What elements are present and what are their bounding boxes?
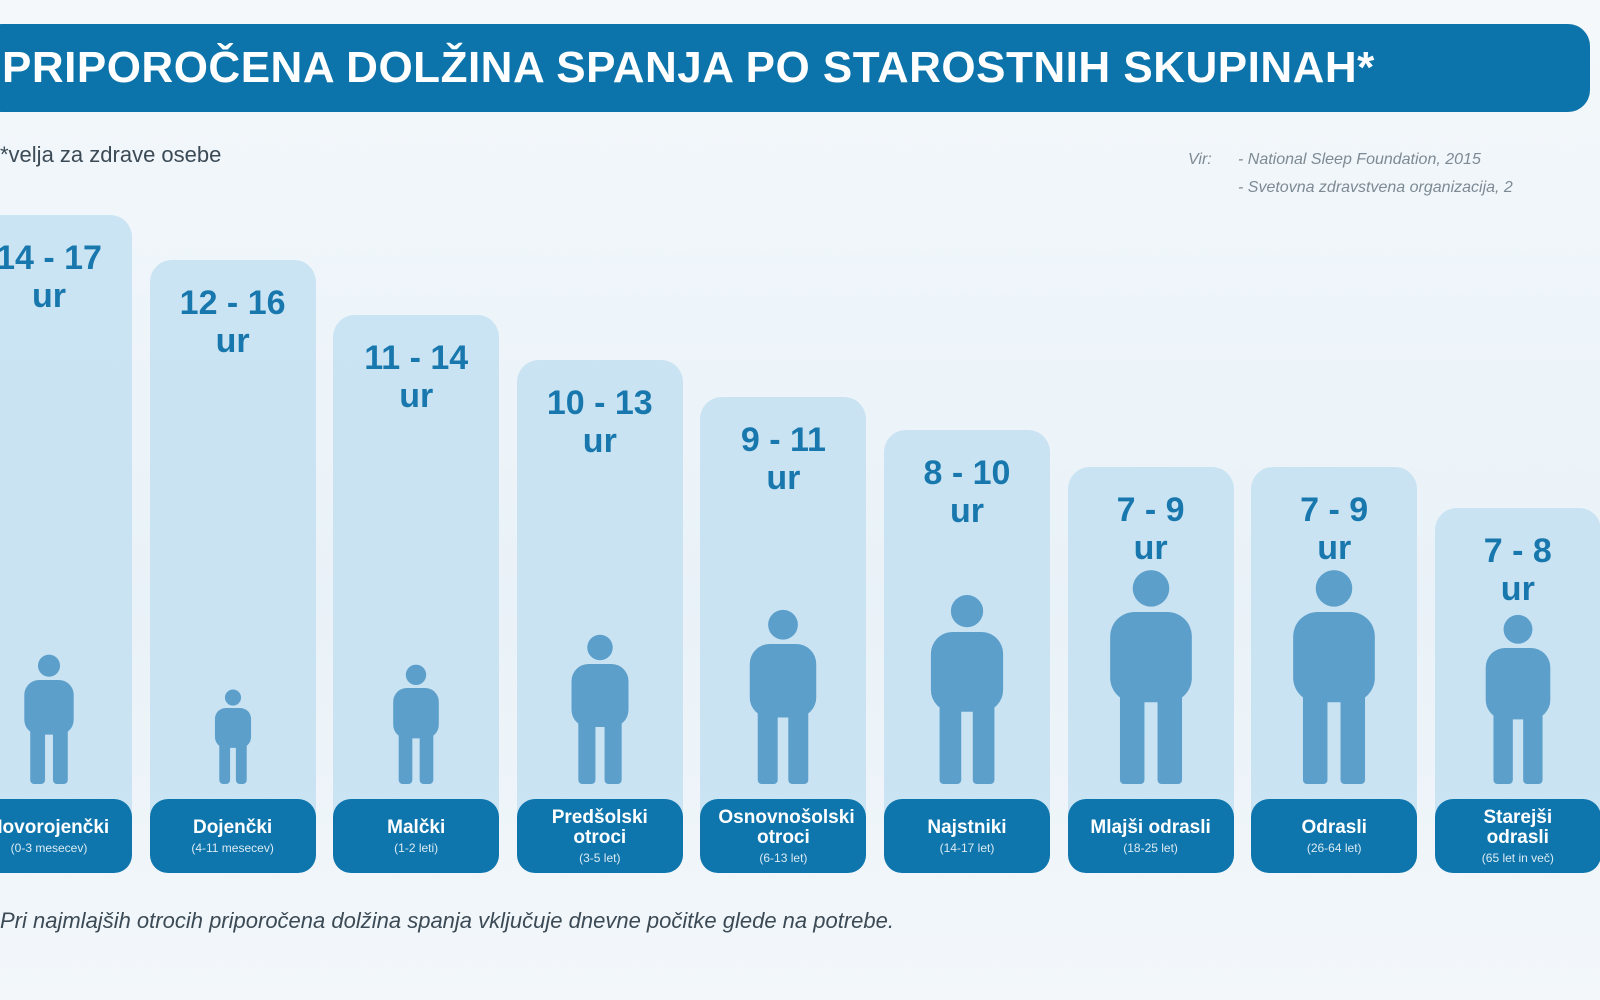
category-name: Novorojenčki xyxy=(0,816,110,838)
category-name: Odrasli xyxy=(1301,816,1367,838)
bar-value-label: 12 - 16 ur xyxy=(150,284,316,360)
adult-icon xyxy=(1283,569,1385,789)
bar: 12 - 16 ur Dojenčki (4-11 mesecev) xyxy=(149,260,316,873)
bar: 7 - 8 ur Starejši odrasli (65 let in več) xyxy=(1434,508,1600,873)
bar-value-label: 7 - 9 ur xyxy=(1251,491,1417,567)
category-label: Starejši odrasli (65 let in več) xyxy=(1434,799,1600,873)
category-label: Predšolski otroci (3-5 let) xyxy=(516,799,683,873)
range-text: 9 - 11 xyxy=(740,421,826,459)
category-name: Osnovnošolski otroci xyxy=(718,806,855,848)
category-name: Starejši odrasli xyxy=(1483,806,1553,848)
teenager-icon xyxy=(921,594,1013,789)
category-age: (0-3 mesecev) xyxy=(10,840,88,855)
unit-text: ur xyxy=(582,422,617,460)
category-name: Predšolski otroci xyxy=(551,806,648,848)
bar: 8 - 10 ur Najstniki (14-17 let) xyxy=(884,430,1050,873)
category-name: Dojenčki xyxy=(192,816,273,838)
category-name: Najstniki xyxy=(927,816,1007,838)
source: Vir: - National Sleep Foundation, 2015 - … xyxy=(1188,146,1513,202)
unit-text: ur xyxy=(1500,570,1535,608)
range-text: 14 - 17 xyxy=(0,239,102,277)
unit-text: ur xyxy=(32,277,66,315)
bar: 9 - 11 ur Osnovnošolski otroci (6-13 let) xyxy=(700,397,867,873)
bar-value-label: 8 - 10 ur xyxy=(884,454,1050,530)
category-age: (65 let in več) xyxy=(1481,850,1554,865)
bar-value-label: 10 - 13 ur xyxy=(517,384,683,460)
range-text: 10 - 13 xyxy=(546,384,653,422)
category-label: Mlajši odrasli (18-25 let) xyxy=(1067,799,1234,873)
note: *velja za zdrave osebe xyxy=(0,142,222,167)
bar-value-label: 7 - 9 ur xyxy=(1068,491,1234,567)
category-age: (4-11 mesecev) xyxy=(191,840,274,855)
preschooler-icon xyxy=(561,634,638,789)
range-text: 7 - 8 xyxy=(1483,532,1552,570)
range-text: 8 - 10 xyxy=(923,454,1011,492)
page-title: PRIPOROČENA DOLŽINA SPANJA PO STAROSTNIH… xyxy=(2,43,1375,92)
range-text: 11 - 14 xyxy=(364,339,469,377)
category-label: Najstniki (14-17 let) xyxy=(884,799,1050,873)
unit-text: ur xyxy=(399,377,434,415)
bar-value-label: 7 - 8 ur xyxy=(1435,532,1600,608)
bar: 11 - 14 ur Malčki (1-2 leti) xyxy=(333,315,500,873)
footnote: Pri najmlajših otrocih priporočena dolži… xyxy=(0,908,894,933)
toddler-icon xyxy=(383,664,449,789)
category-label: Odrasli (26-64 let) xyxy=(1251,799,1418,873)
source-line: - National Sleep Foundation, 2015 xyxy=(1238,151,1481,168)
elderly-with-cane-icon xyxy=(1476,614,1561,789)
source-line: - Svetovna zdravstvena organizacija, 2 xyxy=(1238,179,1513,196)
category-age: (18-25 let) xyxy=(1123,840,1178,855)
unit-text: ur xyxy=(950,492,984,530)
category-label: Dojenčki (4-11 mesecev) xyxy=(149,799,316,873)
category-age: (26-64 let) xyxy=(1306,840,1362,855)
category-label: Malčki (1-2 leti) xyxy=(333,799,500,873)
young-adult-icon xyxy=(1100,569,1202,789)
unit-text: ur xyxy=(766,459,801,497)
category-name: Mlajši odrasli xyxy=(1090,816,1211,838)
unit-text: ur xyxy=(1133,529,1168,567)
category-label: Novorojenčki (0-3 mesecev) xyxy=(0,799,132,873)
bar-value-label: 14 - 17 ur xyxy=(0,239,132,315)
category-age: (1-2 leti) xyxy=(394,840,439,855)
source-label: Vir: xyxy=(1188,151,1212,168)
bar: 7 - 9 ur Odrasli (26-64 let) xyxy=(1251,467,1418,873)
bar: 10 - 13 ur Predšolski otroci (3-5 let) xyxy=(516,360,683,873)
bar-value-label: 9 - 11 ur xyxy=(700,421,866,497)
bar-value-label: 11 - 14 ur xyxy=(333,339,499,415)
unit-text: ur xyxy=(1317,529,1352,567)
category-label: Osnovnošolski otroci (6-13 let) xyxy=(700,799,867,873)
range-text: 12 - 16 xyxy=(179,284,286,322)
schoolchild-icon xyxy=(740,609,827,789)
range-text: 7 - 9 xyxy=(1300,491,1369,529)
title-banner: PRIPOROČENA DOLŽINA SPANJA PO STAROSTNIH… xyxy=(0,24,1590,112)
bar: 7 - 9 ur Mlajši odrasli (18-25 let) xyxy=(1067,467,1234,873)
category-age: (14-17 let) xyxy=(939,840,995,855)
category-name: Malčki xyxy=(387,816,446,838)
category-age: (6-13 let) xyxy=(759,850,808,865)
parent-with-baby-icon xyxy=(14,654,83,789)
category-age: (3-5 let) xyxy=(579,850,621,865)
unit-text: ur xyxy=(215,322,250,360)
sitting-baby-icon xyxy=(205,689,261,789)
range-text: 7 - 9 xyxy=(1116,491,1185,529)
bar: 14 - 17 ur Novorojenčki (0-3 mesecev) xyxy=(0,215,132,873)
